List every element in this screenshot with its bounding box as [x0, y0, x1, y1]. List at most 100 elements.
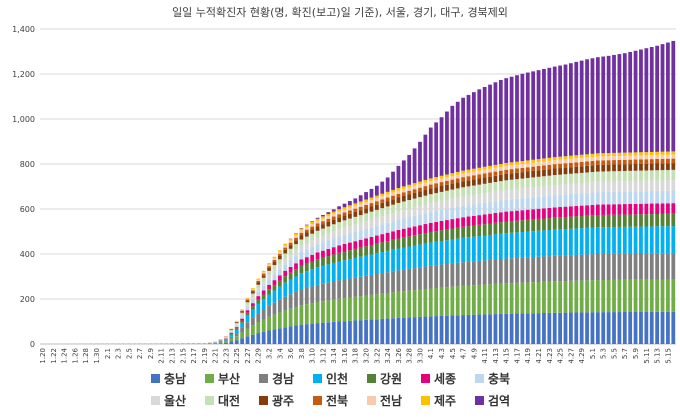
bar-segment — [477, 236, 481, 261]
bar-segment — [283, 264, 287, 271]
bar-segment — [219, 342, 223, 343]
bar-segment — [240, 321, 244, 323]
bar-segment — [429, 188, 433, 194]
bar-segment — [558, 313, 562, 344]
bar-segment — [283, 259, 287, 264]
legend-swatch — [205, 396, 214, 405]
bar-segment — [591, 161, 595, 165]
bar-segment — [364, 246, 368, 255]
x-tick-label: 2.29 — [255, 348, 263, 364]
bar-segment — [558, 157, 562, 160]
bar-segment — [240, 311, 244, 312]
bar-segment — [310, 286, 314, 303]
bar-segment — [521, 198, 525, 210]
bar-segment — [515, 179, 519, 189]
bar-segment — [515, 168, 519, 172]
bar-segment — [494, 201, 498, 213]
bar-segment — [450, 184, 454, 190]
bar-segment — [316, 323, 320, 344]
bar-segment — [418, 225, 422, 234]
bar-segment — [440, 201, 444, 210]
bar-segment — [564, 281, 568, 313]
bar-segment — [531, 313, 535, 344]
bar-segment — [585, 228, 589, 255]
bar-segment — [456, 263, 460, 287]
bar-segment — [440, 241, 444, 265]
bar-segment — [343, 279, 347, 298]
bar-segment — [337, 214, 341, 217]
bar-segment — [246, 300, 250, 301]
legend-label: 대전 — [218, 393, 240, 408]
bar-segment — [537, 257, 541, 282]
bar-segment — [526, 232, 530, 258]
bar-segment — [305, 257, 309, 264]
bar-stack — [224, 336, 228, 344]
bar-segment — [671, 41, 675, 151]
bar-segment — [591, 172, 595, 182]
bar-segment — [521, 164, 525, 168]
bar-segment — [542, 219, 546, 231]
bar-segment — [310, 229, 314, 233]
bar-segment — [547, 282, 551, 313]
bar-segment — [553, 207, 557, 217]
bar-segment — [235, 336, 239, 340]
bar-segment — [407, 209, 411, 218]
bar-segment — [251, 290, 255, 291]
bar-segment — [402, 291, 406, 318]
bar-segment — [553, 195, 557, 207]
bar-segment — [666, 279, 670, 311]
bar-stack — [229, 329, 233, 344]
bar-segment — [607, 153, 611, 156]
bar-segment — [343, 244, 347, 252]
legend-swatch — [151, 396, 160, 405]
x-tick-label: 5.3 — [600, 348, 608, 359]
bar-segment — [440, 186, 444, 192]
bar-segment — [235, 322, 239, 323]
bar-segment — [472, 315, 476, 344]
bar-stack — [283, 244, 287, 344]
bar-segment — [273, 274, 277, 280]
bar-segment — [461, 286, 465, 315]
bar-segment — [440, 192, 444, 201]
bar-segment — [321, 215, 325, 216]
bar-segment — [240, 313, 244, 315]
bar-segment — [267, 271, 271, 275]
bar-segment — [289, 273, 293, 280]
bar-segment — [655, 253, 659, 279]
bar-stack — [623, 53, 627, 344]
bar-segment — [655, 191, 659, 204]
bar-segment — [553, 185, 557, 195]
bar-segment — [294, 250, 298, 256]
bar-segment — [434, 316, 438, 344]
bar-segment — [289, 254, 293, 260]
bar-segment — [574, 228, 578, 254]
bar-segment — [445, 112, 449, 175]
bar-segment — [483, 173, 487, 177]
bar-segment — [547, 196, 551, 208]
bar-segment — [504, 180, 508, 190]
bar-segment — [391, 199, 395, 204]
bar-segment — [386, 206, 390, 214]
bar-stack — [364, 192, 368, 344]
x-tick-label: 4.15 — [503, 348, 511, 364]
bar-segment — [580, 281, 584, 313]
bar-segment — [300, 246, 304, 252]
bar-segment — [386, 192, 390, 194]
bar-segment — [601, 227, 605, 254]
bar-segment — [628, 214, 632, 226]
bar-segment — [353, 206, 357, 209]
bar-stack — [618, 54, 622, 344]
bar-segment — [531, 231, 535, 257]
legend-label: 강원 — [380, 372, 402, 386]
bar-stack — [213, 342, 217, 344]
bar-segment — [461, 177, 465, 181]
bar-segment — [515, 162, 519, 165]
bar-segment — [574, 162, 578, 166]
bar-segment — [240, 328, 244, 333]
bar-segment — [504, 222, 508, 234]
bar-segment — [294, 244, 298, 250]
bar-segment — [644, 214, 648, 226]
bar-segment — [553, 164, 557, 168]
y-tick-label: 1,000 — [12, 115, 35, 124]
